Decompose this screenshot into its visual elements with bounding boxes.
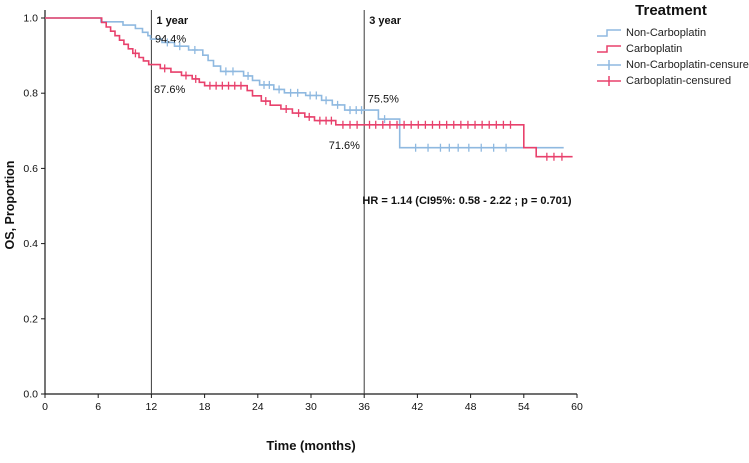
y-axis-label: OS, Proportion — [3, 160, 17, 250]
svg-text:75.5%: 75.5% — [368, 94, 399, 106]
carboplatin-line-icon — [597, 45, 621, 53]
legend-entry-label: Carboplatin — [626, 43, 683, 55]
svg-text:18: 18 — [199, 401, 211, 413]
legend-entry-label: Non-Carboplatin-censured — [626, 59, 749, 71]
svg-text:3 year: 3 year — [369, 15, 402, 27]
carboplatin-censor-icon — [597, 76, 621, 86]
svg-text:0: 0 — [42, 401, 48, 413]
legend-entry-non-carboplatin: Non-Carboplatin — [596, 25, 746, 41]
svg-text:1.0: 1.0 — [23, 13, 38, 25]
svg-text:30: 30 — [305, 401, 317, 413]
legend-entry-carboplatin: Carboplatin — [596, 41, 746, 57]
legend: Treatment Non-Carboplatin Carboplatin No… — [596, 2, 749, 89]
svg-text:0.4: 0.4 — [23, 238, 38, 250]
legend-entry-label: Carboplatin-censured — [626, 75, 732, 87]
svg-text:6: 6 — [95, 401, 101, 413]
svg-text:0.8: 0.8 — [23, 88, 38, 100]
legend-entry-carboplatin-censured: Carboplatin-censured — [596, 73, 746, 89]
svg-text:12: 12 — [146, 401, 158, 413]
non-carboplatin-censor-icon — [597, 60, 621, 70]
svg-text:87.6%: 87.6% — [154, 84, 185, 96]
svg-text:HR = 1.14 (CI95%: 0.58 - 2.22: HR = 1.14 (CI95%: 0.58 - 2.22 ; p = 0.70… — [362, 195, 571, 207]
legend-entry-label: Non-Carboplatin — [626, 27, 707, 39]
legend-title: Treatment — [635, 2, 707, 19]
svg-text:54: 54 — [518, 401, 530, 413]
non-carboplatin-line-icon — [597, 29, 621, 37]
svg-text:48: 48 — [465, 401, 477, 413]
svg-text:0.0: 0.0 — [23, 389, 38, 401]
svg-text:24: 24 — [252, 401, 264, 413]
legend-entry-non-carboplatin-censured: Non-Carboplatin-censured — [596, 57, 749, 73]
svg-text:42: 42 — [412, 401, 424, 413]
svg-text:36: 36 — [358, 401, 370, 413]
x-axis-label: Time (months) — [266, 438, 356, 453]
svg-text:0.2: 0.2 — [23, 313, 38, 325]
svg-text:71.6%: 71.6% — [329, 140, 360, 152]
svg-text:1 year: 1 year — [156, 15, 189, 27]
svg-text:60: 60 — [571, 401, 583, 413]
svg-text:0.6: 0.6 — [23, 163, 38, 175]
svg-text:94.4%: 94.4% — [155, 33, 186, 45]
